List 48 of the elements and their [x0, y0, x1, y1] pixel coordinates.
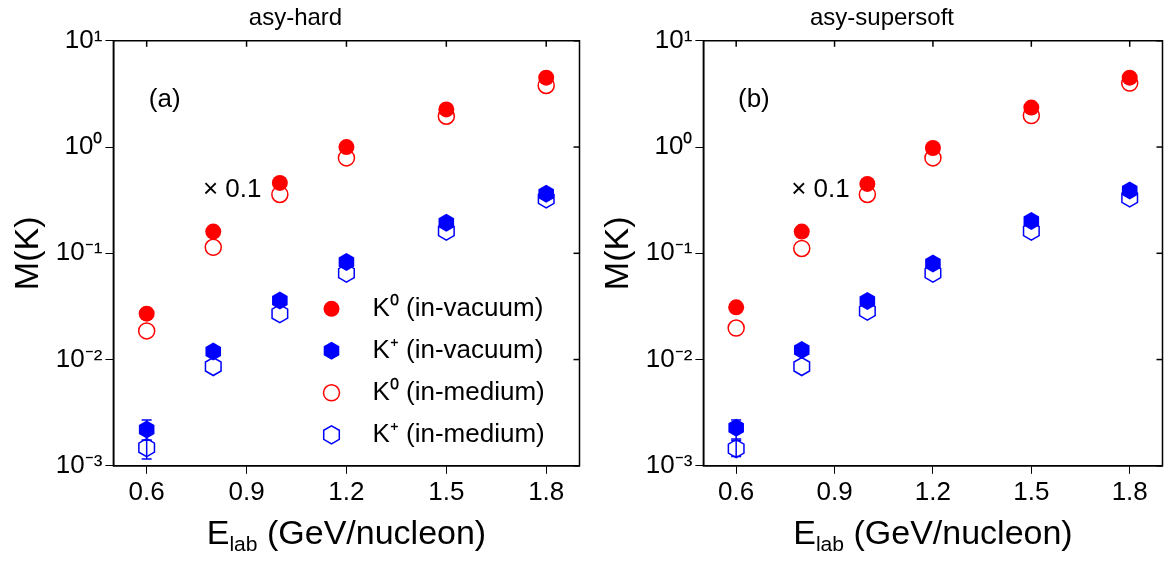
annotation: (a) [148, 83, 181, 114]
x-tick-label: 1.2 [914, 475, 952, 506]
point [205, 223, 222, 240]
point [793, 223, 810, 240]
y-tick-label: 10⁻³ [55, 448, 103, 479]
legend-label: K⁺ (in-medium) [372, 417, 545, 448]
y-tick-label: 10⁻³ [645, 448, 693, 479]
point [793, 239, 811, 258]
legend-label: K⁺ (in-vacuum) [372, 333, 544, 364]
point [204, 238, 223, 256]
point [138, 305, 155, 322]
legend-label: K⁰ (in-medium) [372, 375, 545, 406]
point [793, 341, 810, 359]
annotation: (b) [737, 83, 770, 114]
point [204, 356, 222, 377]
y-tick-label: 10⁻¹ [55, 236, 103, 267]
x-tick-label: 1.5 [428, 475, 465, 506]
x-tick-label: 0.9 [228, 475, 265, 506]
x-tick-label: 0.6 [718, 475, 755, 506]
y-tick-label: 10⁻² [55, 342, 103, 373]
y-tick-label: 10⁰ [64, 130, 103, 161]
y-axis-title: M(K) [6, 216, 45, 291]
y-tick-label: 10¹ [654, 23, 693, 54]
chart-title: asy-supersoft [809, 3, 955, 31]
x-tick-label: 1.8 [528, 475, 565, 506]
point [728, 299, 745, 316]
x-tick-label: 0.9 [816, 475, 853, 506]
point [271, 174, 288, 191]
legend-label: K⁰ (in-vacuum) [372, 291, 544, 322]
y-axis-title: M(K) [596, 216, 635, 291]
point [337, 149, 356, 167]
x-tick-label: 1.8 [1111, 475, 1148, 506]
annotation: × 0.1 [202, 172, 262, 203]
point [271, 303, 289, 324]
x-tick-label: 1.2 [328, 475, 365, 506]
y-tick-label: 10⁰ [654, 130, 693, 161]
point [205, 342, 222, 361]
point [727, 319, 745, 337]
x-tick-label: 1.5 [1013, 475, 1050, 506]
x-tick-label: 0.6 [128, 475, 165, 506]
point [272, 291, 288, 310]
point [137, 322, 156, 340]
y-tick-label: 10⁻² [645, 342, 693, 373]
chart-title: asy-hard [248, 3, 343, 31]
point [793, 356, 811, 377]
annotation: × 0.1 [791, 172, 850, 203]
y-tick-label: 10⁻¹ [645, 236, 693, 267]
y-tick-label: 10¹ [64, 23, 103, 54]
